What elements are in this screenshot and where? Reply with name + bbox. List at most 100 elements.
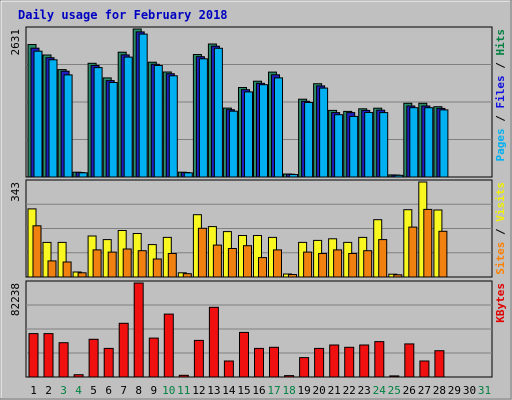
chart-title: Daily usage for February 2018	[18, 8, 228, 22]
bar-visits-sites	[197, 227, 207, 278]
bar-visits-sites	[77, 272, 87, 278]
x-tick-label: 3	[60, 384, 67, 397]
bar-hits-pages	[364, 112, 374, 178]
bar-visits-sites	[227, 248, 237, 278]
x-tick-label: 16	[252, 384, 265, 397]
bar-hits-pages	[334, 114, 344, 178]
legend-separator: /	[494, 109, 507, 129]
bar-hits-pages	[304, 102, 314, 178]
bar-hits-pages	[78, 172, 88, 178]
bar-hits-pages	[379, 112, 389, 178]
bar-kbytes-kbytes	[103, 347, 114, 378]
bar-visits-visits	[42, 241, 52, 278]
panel-visits: 343 Sites / Visits	[9, 179, 507, 278]
bar-kbytes-kbytes	[58, 342, 69, 378]
x-tick-label: 7	[120, 384, 127, 397]
bar-kbytes-kbytes	[43, 333, 54, 378]
x-tick-label: 18	[282, 384, 295, 397]
bar-kbytes-kbytes	[299, 357, 310, 378]
bar-kbytes-kbytes	[314, 347, 325, 378]
x-tick-label: 12	[192, 384, 205, 397]
bar-kbytes-kbytes	[284, 375, 295, 378]
x-tick-label: 25	[388, 384, 401, 397]
x-tick-label: 21	[328, 384, 341, 397]
bar-kbytes-kbytes	[223, 360, 234, 378]
bar-visits-sites	[288, 274, 297, 278]
bar-kbytes-kbytes	[118, 322, 129, 378]
bar-kbytes-kbytes	[88, 338, 99, 378]
bar-visits-sites	[408, 226, 418, 278]
bar-hits-pages	[274, 77, 283, 178]
x-tick-label: 10	[162, 384, 175, 397]
bar-hits-pages	[108, 82, 118, 178]
x-tick-label: 30	[463, 384, 476, 397]
bar-hits-pages	[289, 174, 298, 178]
bar-visits-sites	[258, 257, 267, 278]
bar-kbytes-kbytes	[163, 313, 174, 378]
bar-visits-sites	[122, 248, 132, 278]
x-tick-label: 23	[358, 384, 371, 397]
bar-kbytes-kbytes	[208, 306, 219, 378]
bar-kbytes-kbytes	[254, 347, 264, 378]
bar-visits-sites	[393, 274, 403, 278]
bar-hits-pages	[349, 115, 359, 178]
x-tick-label: 1	[30, 384, 37, 397]
x-tick-label: 31	[478, 384, 491, 397]
bar-visits-sites	[152, 258, 162, 278]
x-tick-label: 17	[267, 384, 280, 397]
x-axis-labels: 1 2 3 4 5 6 7 8 9 10 11 12 13 14 15 16 17 18 19 20 21 22 23 24 2…	[30, 384, 491, 397]
legend-separator: /	[494, 56, 507, 76]
legend-kbytes: KBytes	[494, 283, 507, 323]
bar-kbytes-kbytes	[178, 374, 189, 378]
bar-hits-pages	[244, 91, 253, 178]
bar-visits-sites	[137, 250, 147, 278]
x-tick-label: 24	[373, 384, 387, 397]
legend-visits: Sites / Visits	[494, 182, 507, 275]
bar-hits-pages	[153, 65, 163, 178]
x-tick-label: 8	[135, 384, 142, 397]
bar-hits-pages	[228, 110, 238, 178]
y-max-label-hits: 2631	[9, 29, 22, 56]
x-tick-label: 27	[418, 384, 431, 397]
bar-hits-pages	[48, 59, 58, 178]
bar-visits-sites	[333, 249, 343, 278]
x-tick-label: 15	[237, 384, 250, 397]
bar-kbytes-kbytes	[269, 346, 279, 378]
legend-separator: /	[494, 222, 507, 242]
bar-kbytes-kbytes	[28, 333, 39, 378]
x-tick-label: 26	[403, 384, 416, 397]
bar-hits-pages	[33, 50, 43, 178]
bar-hits-pages	[439, 109, 449, 178]
bar-hits-pages	[213, 47, 223, 178]
x-tick-label: 6	[105, 384, 112, 397]
bar-hits-pages	[138, 33, 148, 178]
bar-visits-sites	[378, 239, 388, 278]
legend-entry: Visits	[494, 182, 507, 222]
x-tick-label: 22	[343, 384, 356, 397]
bar-visits-sites	[318, 253, 328, 278]
panel-kbytes: 82238 KBytes	[9, 280, 507, 378]
bar-hits-pages	[168, 75, 178, 178]
bar-kbytes-kbytes	[419, 360, 430, 378]
y-max-label-visits: 343	[9, 182, 22, 202]
bar-visits-sites	[363, 250, 373, 278]
bar-hits-pages	[93, 67, 103, 178]
x-tick-label: 13	[207, 384, 220, 397]
x-tick-label: 28	[433, 384, 446, 397]
bar-visits-sites	[62, 261, 72, 278]
bar-visits-sites	[348, 253, 358, 278]
bar-hits-pages	[409, 107, 419, 178]
bar-kbytes-kbytes	[344, 346, 355, 378]
legend-entry: Pages	[494, 128, 507, 161]
bar-hits-pages	[198, 58, 208, 178]
bar-kbytes-kbytes	[73, 374, 84, 378]
bar-kbytes-kbytes	[374, 341, 385, 378]
bar-hits-pages	[424, 107, 434, 178]
bar-kbytes-kbytes	[193, 339, 204, 378]
bar-hits-pages	[123, 56, 133, 178]
bar-visits-sites	[438, 230, 448, 278]
x-tick-label: 2	[45, 384, 52, 397]
bar-visits-sites	[273, 249, 282, 278]
bar-kbytes-kbytes	[239, 331, 249, 378]
